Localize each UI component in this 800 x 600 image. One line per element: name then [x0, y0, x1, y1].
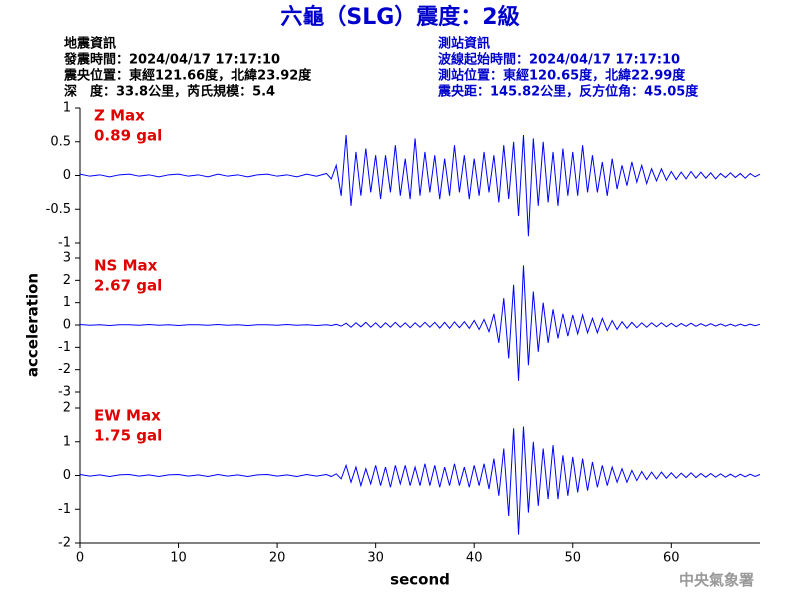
max-annotation: 0.89 gal [94, 127, 162, 145]
info-right: 波線起始時間：2024/04/17 17:17:10 [438, 52, 680, 68]
y-tick-label: 0 [63, 318, 71, 333]
x-tick-label: 60 [663, 551, 680, 566]
x-tick-label: 0 [76, 551, 84, 566]
max-annotation: 1.75 gal [94, 427, 162, 445]
y-tick-label: -1 [58, 236, 71, 251]
y-tick-label: 1 [63, 101, 71, 116]
x-axis-label: second [390, 571, 450, 589]
y-tick-label: -0.5 [46, 202, 71, 217]
y-tick-label: -2 [58, 362, 71, 377]
info-left: 震央位置：東經121.66度，北緯23.92度 [63, 68, 312, 84]
y-tick-label: 2 [63, 401, 71, 416]
y-axis-label: acceleration [24, 273, 42, 377]
waveform [79, 426, 761, 535]
x-tick-label: 20 [269, 551, 286, 566]
y-tick-label: -2 [58, 536, 71, 551]
y-tick-label: -1 [58, 502, 71, 517]
x-tick-label: 30 [367, 551, 384, 566]
info-left: 地震資訊 [64, 36, 116, 52]
footer: 中央氣象署 [679, 571, 754, 589]
x-tick-label: 50 [564, 551, 581, 566]
max-annotation: NS Max [94, 257, 158, 275]
x-tick-label: 10 [170, 551, 187, 566]
info-left: 發震時間：2024/04/17 17:17:10 [63, 52, 280, 68]
max-annotation: Z Max [94, 107, 145, 125]
y-tick-label: 3 [63, 251, 71, 266]
y-tick-label: -3 [58, 385, 71, 400]
y-tick-label: 0 [63, 468, 71, 483]
info-right: 測站位置：東經120.65度，北緯22.99度 [438, 68, 686, 84]
info-left: 深 度：33.8公里，芮氏規模：5.4 [64, 84, 275, 100]
x-tick-label: 40 [466, 551, 483, 566]
waveform [79, 265, 761, 381]
y-tick-label: -1 [58, 340, 71, 355]
y-tick-label: 0.5 [50, 134, 71, 149]
info-right: 震央距：145.82公里，反方位角：45.05度 [437, 84, 699, 100]
info-right: 測站資訊 [438, 36, 490, 52]
title: 六龜（SLG）震度：2級 [280, 4, 519, 30]
y-tick-label: 1 [63, 295, 71, 310]
y-tick-label: 0 [63, 168, 71, 183]
y-tick-label: 1 [63, 434, 71, 449]
y-tick-label: 2 [63, 273, 71, 288]
max-annotation: 2.67 gal [94, 277, 162, 295]
waveform [79, 134, 761, 237]
max-annotation: EW Max [94, 407, 161, 425]
